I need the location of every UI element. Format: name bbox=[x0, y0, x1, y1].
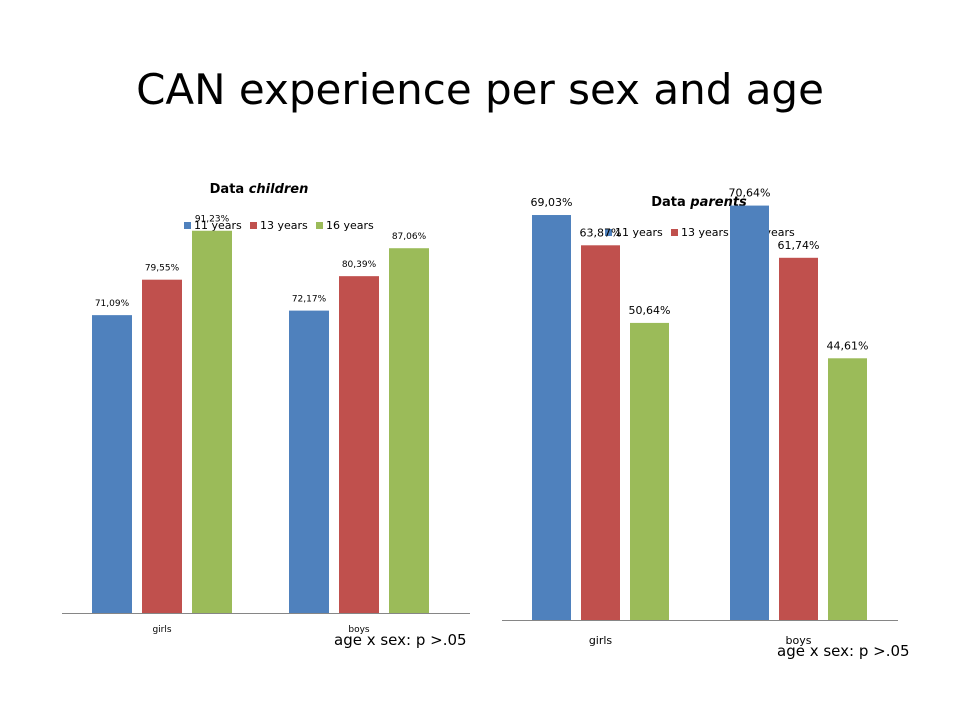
category-label-girls: girls bbox=[152, 625, 171, 635]
category-label-boys: boys bbox=[348, 625, 370, 635]
value-label-girls-16-years: 91,23% bbox=[195, 215, 230, 225]
chart-title-emphasis: children bbox=[249, 182, 309, 197]
bar-girls-13-years bbox=[581, 245, 620, 620]
bar-girls-16-years bbox=[192, 230, 232, 613]
legend-label-11-years: 11 years bbox=[194, 219, 242, 232]
significance-note-parents: age x sex: p >.05 bbox=[777, 642, 910, 660]
bar-girls-11-years bbox=[92, 315, 132, 613]
legend-swatch-11-years bbox=[605, 229, 612, 236]
value-label-boys-16-years: 87,06% bbox=[392, 232, 427, 242]
legend-swatch-11-years bbox=[184, 222, 191, 229]
value-label-boys-13-years: 80,39% bbox=[342, 260, 377, 270]
value-label-girls-13-years: 63,87% bbox=[580, 226, 622, 239]
legend-swatch-13-years bbox=[671, 229, 678, 236]
bar-boys-16-years bbox=[828, 358, 867, 620]
value-label-boys-11-years: 72,17% bbox=[292, 295, 327, 305]
legend-label-16-years: 16 years bbox=[326, 219, 374, 232]
bar-boys-13-years bbox=[339, 276, 379, 613]
legend-swatch-13-years bbox=[250, 222, 257, 229]
category-label-girls: girls bbox=[589, 634, 613, 647]
category-label-boys: boys bbox=[786, 634, 812, 647]
bar-boys-11-years bbox=[730, 205, 769, 620]
chart-title-prefix: Data bbox=[651, 195, 690, 210]
value-label-girls-16-years: 50,64% bbox=[629, 304, 671, 317]
significance-note-children: age x sex: p >.05 bbox=[334, 631, 467, 649]
value-label-boys-13-years: 61,74% bbox=[778, 239, 820, 252]
bar-girls-11-years bbox=[532, 215, 571, 621]
value-label-girls-11-years: 69,03% bbox=[531, 196, 573, 209]
chart-children: Data children 11 years 13 years 16 years 71,… bbox=[62, 182, 470, 635]
value-label-boys-16-years: 44,61% bbox=[827, 339, 869, 352]
slide-title: CAN experience per sex and age bbox=[136, 65, 824, 114]
legend-swatch-16-years bbox=[316, 222, 323, 229]
bar-boys-16-years bbox=[389, 248, 429, 613]
legend-label-13-years: 13 years bbox=[681, 226, 729, 239]
bar-boys-13-years bbox=[779, 257, 818, 620]
bar-boys-11-years bbox=[289, 310, 329, 613]
legend-label-13-years: 13 years bbox=[260, 219, 308, 232]
chart-title: Data children bbox=[210, 182, 309, 197]
legend-label-11-years: 11 years bbox=[615, 226, 663, 239]
value-label-girls-13-years: 79,55% bbox=[145, 264, 180, 274]
value-label-boys-11-years: 70,64% bbox=[729, 187, 771, 200]
chart-title-prefix: Data bbox=[210, 182, 249, 197]
value-label-girls-11-years: 71,09% bbox=[95, 299, 130, 309]
bar-girls-13-years bbox=[142, 279, 182, 613]
bar-girls-16-years bbox=[630, 322, 669, 620]
